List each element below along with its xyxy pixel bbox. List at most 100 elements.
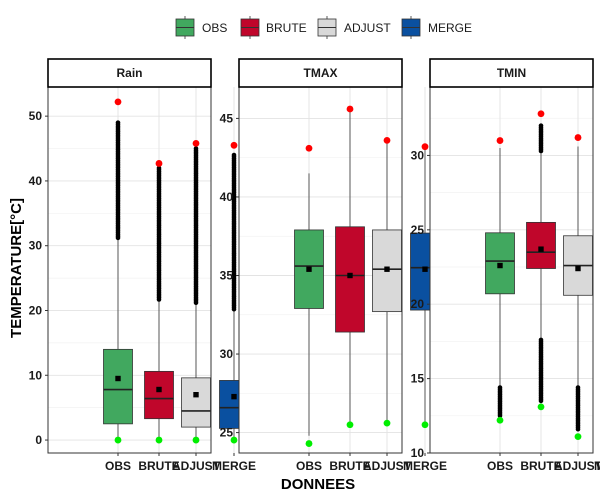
outlier-point <box>575 385 581 390</box>
y-tick-label: 30 <box>220 347 234 361</box>
max-marker <box>346 105 354 113</box>
x-tick-label: BRUTE <box>329 459 370 473</box>
box-iqr <box>335 226 365 333</box>
x-tick-label: MERGE <box>594 459 600 473</box>
box-tmax-obs <box>294 144 324 447</box>
box-rain-brute <box>144 160 174 444</box>
min-marker <box>114 436 122 444</box>
legend-item-adjust: ADJUST <box>317 16 391 39</box>
x-tick-label: ADJUST <box>172 459 221 473</box>
y-tick-label: 20 <box>29 303 43 317</box>
x-tick-label: MERGE <box>212 459 256 473</box>
y-tick-label: 20 <box>411 297 425 311</box>
max-marker <box>574 134 582 141</box>
mean-marker <box>497 262 503 269</box>
y-tick-label: 30 <box>411 148 425 162</box>
y-tick-label: 45 <box>220 111 234 125</box>
outlier-point <box>538 337 544 343</box>
box-iqr <box>526 221 556 269</box>
y-tick-label: 10 <box>29 368 43 382</box>
y-tick-label: 10 <box>411 446 425 460</box>
legend-item-brute: BRUTE <box>240 16 307 39</box>
box-rain-adjust <box>181 139 211 444</box>
mean-marker <box>193 391 199 398</box>
x-tick-label: MERGE <box>403 459 447 473</box>
outlier-point <box>193 146 199 151</box>
strip-background <box>47 58 212 88</box>
y-tick-label: 30 <box>29 239 43 253</box>
y-tick-label: 25 <box>220 426 234 440</box>
min-marker <box>421 421 429 429</box>
y-tick-label: 0 <box>35 433 42 447</box>
y-axis-title: TEMPERATURE[°C] <box>8 198 25 338</box>
mean-marker <box>156 386 162 393</box>
max-marker <box>421 143 429 151</box>
y-tick-label: 15 <box>411 372 425 386</box>
y-tick-label: 25 <box>411 223 425 237</box>
mean-marker <box>575 265 581 272</box>
x-axis-title: DONNEES <box>281 476 355 493</box>
box-tmax-adjust <box>372 137 402 427</box>
strip-label-tmax: TMAX <box>304 66 338 80</box>
y-tick-label: 50 <box>29 109 43 123</box>
min-marker <box>496 416 504 424</box>
legend-label-obs: OBS <box>202 21 227 35</box>
box-tmin-brute <box>526 110 556 411</box>
outlier-point <box>497 385 503 390</box>
mean-marker <box>422 266 428 272</box>
box-iqr <box>144 370 174 420</box>
box-tmin-obs <box>485 137 515 424</box>
mean-marker <box>115 375 121 382</box>
max-marker <box>537 110 545 118</box>
max-marker <box>496 137 504 144</box>
min-marker <box>537 403 545 411</box>
strip-label-tmin: TMIN <box>497 66 526 80</box>
max-marker <box>383 137 391 144</box>
x-tick-label: BRUTE <box>138 459 179 473</box>
x-tick-label: OBS <box>296 459 322 473</box>
outlier-point <box>156 165 162 171</box>
strip-background <box>238 58 403 88</box>
max-marker <box>192 139 200 147</box>
min-marker <box>346 421 354 429</box>
legend-label-adjust: ADJUST <box>344 21 391 35</box>
legend: OBS BRUTE ADJUST MERGE <box>175 16 472 39</box>
mean-marker <box>384 266 390 272</box>
min-marker <box>383 419 391 427</box>
min-marker <box>305 440 313 447</box>
box-tmax-brute <box>335 105 365 429</box>
min-marker <box>192 436 200 444</box>
min-marker <box>574 433 582 441</box>
strip-label-rain: Rain <box>116 66 142 80</box>
max-marker <box>305 144 313 152</box>
max-marker <box>155 160 163 167</box>
y-tick-label: 40 <box>220 190 234 204</box>
max-marker <box>230 141 238 149</box>
outlier-point <box>538 123 544 128</box>
box-iqr <box>181 377 211 428</box>
min-marker <box>230 436 238 444</box>
x-tick-label: OBS <box>105 459 131 473</box>
mean-marker <box>538 246 544 252</box>
legend-label-merge: MERGE <box>428 21 472 35</box>
mean-marker <box>306 266 312 272</box>
mean-marker <box>347 272 353 279</box>
box-tmin-adjust <box>563 134 593 441</box>
max-marker <box>114 98 122 106</box>
legend-item-merge: MERGE <box>401 16 472 39</box>
y-tick-label: 35 <box>220 268 234 282</box>
x-tick-label: OBS <box>487 459 513 473</box>
box-iqr <box>103 348 133 425</box>
mean-marker <box>231 393 237 400</box>
outlier-point <box>115 120 121 125</box>
x-tick-label: BRUTE <box>520 459 561 473</box>
y-tick-label: 40 <box>29 174 43 188</box>
x-tick-label: ADJUST <box>554 459 600 473</box>
legend-label-brute: BRUTE <box>266 21 307 35</box>
strip-background <box>429 58 594 88</box>
legend-item-obs: OBS <box>175 16 227 39</box>
